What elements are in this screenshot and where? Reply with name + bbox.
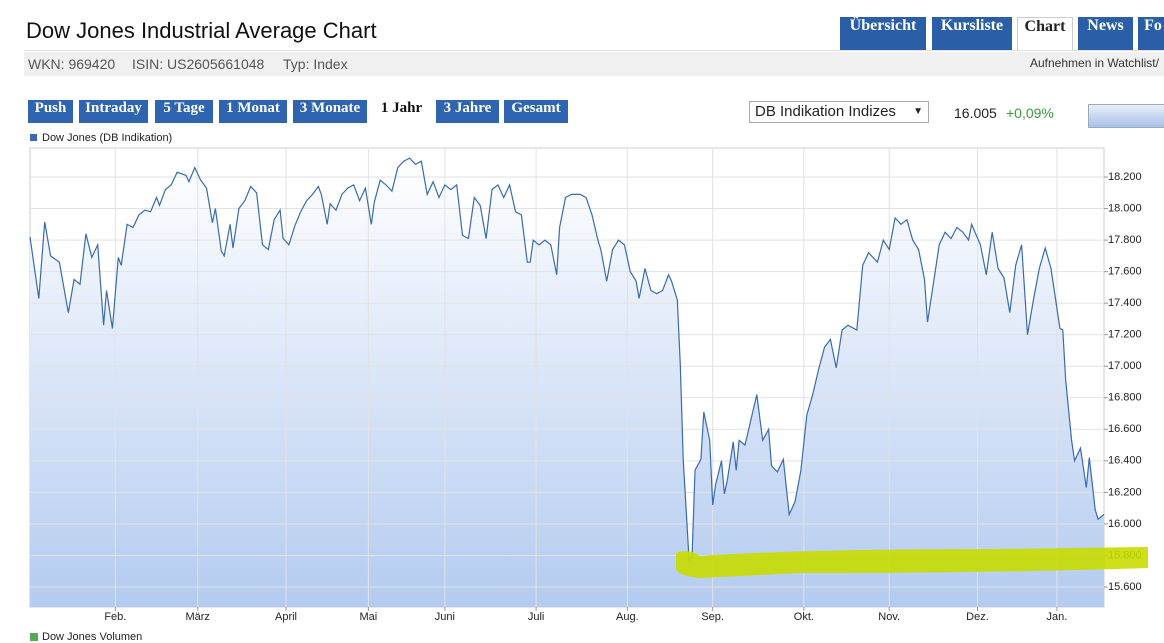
range-button[interactable]: 1 Monat — [219, 100, 287, 123]
nav-tab[interactable]: Fo — [1138, 17, 1164, 50]
y-tick-label: 18.200 — [1108, 171, 1142, 183]
x-tick-label: Juli — [528, 611, 545, 623]
x-tick-label: Feb. — [104, 611, 126, 623]
y-tick-label: 16.200 — [1108, 486, 1142, 498]
y-tick-label: 17.000 — [1108, 360, 1142, 372]
price: 16.005 — [954, 105, 997, 121]
y-tick-label: 17.800 — [1108, 234, 1142, 246]
legend-label: Dow Jones (DB Indikation) — [42, 132, 172, 144]
highlighter-stroke — [676, 547, 1148, 578]
change: +0,09% — [1006, 105, 1054, 121]
y-tick-label: 16.600 — [1108, 423, 1142, 435]
nav-tab[interactable]: News — [1078, 17, 1133, 50]
watchlist-link[interactable]: Aufnehmen in Watchlist/ — [1030, 56, 1159, 70]
x-tick-label: März — [185, 611, 209, 623]
mini-chart[interactable] — [1088, 104, 1164, 128]
wkn: WKN: 969420 — [28, 56, 116, 72]
y-tick-label: 17.200 — [1108, 329, 1142, 341]
page-title: Dow Jones Industrial Average Chart — [26, 18, 377, 43]
isin: ISIN: US2605661048 — [132, 56, 265, 72]
chart: Dow Jones (DB Indikation)15.60015.80016.… — [29, 132, 1148, 623]
nav-tab[interactable]: Kursliste — [932, 17, 1012, 50]
x-tick-label: Juni — [435, 611, 455, 623]
volume-swatch — [30, 633, 38, 641]
range-button[interactable]: Push — [28, 100, 73, 123]
x-tick-label: Aug. — [616, 611, 639, 623]
divider — [24, 50, 1164, 51]
type: Typ: Index — [283, 56, 348, 72]
select-text: DB Indikation Indizes — [755, 103, 896, 120]
y-tick-label: 16.800 — [1108, 392, 1142, 404]
x-tick-label: Nov. — [878, 611, 900, 623]
y-tick-label: 17.600 — [1108, 266, 1142, 278]
range-button[interactable]: 3 Monate — [293, 100, 367, 123]
nav-tab[interactable]: Chart — [1017, 17, 1073, 50]
x-tick-label: April — [275, 611, 297, 623]
range-button[interactable]: 5 Tage — [155, 100, 213, 123]
range-button[interactable]: 1 Jahr — [380, 100, 423, 116]
select-arrow: ▼ — [913, 106, 923, 117]
y-tick-label: 18.000 — [1108, 202, 1142, 214]
x-tick-label: Dez. — [966, 611, 989, 623]
exchange-select[interactable]: DB Indikation Indizes ▼ — [749, 101, 929, 123]
y-tick-label: 17.400 — [1108, 297, 1142, 309]
x-tick-label: Mai — [360, 611, 378, 623]
y-tick-label: 16.400 — [1108, 455, 1142, 467]
y-tick-label: 15.600 — [1108, 581, 1142, 593]
range-button[interactable]: Intraday — [79, 100, 148, 123]
range-button[interactable]: 3 Jahre — [436, 100, 499, 123]
volume-legend: Dow Jones Volumen — [42, 631, 143, 643]
y-tick-label: 16.000 — [1108, 518, 1142, 530]
line — [29, 157, 1105, 563]
info-bar — [24, 52, 1164, 76]
range-button[interactable]: Gesamt — [504, 100, 568, 123]
x-tick-label: Sep. — [701, 611, 724, 623]
x-tick-label: Jan. — [1047, 611, 1068, 623]
area — [30, 158, 1104, 607]
x-tick-label: Okt. — [794, 611, 814, 623]
legend-swatch — [30, 134, 37, 141]
nav-tab[interactable]: Übersicht — [840, 17, 926, 50]
